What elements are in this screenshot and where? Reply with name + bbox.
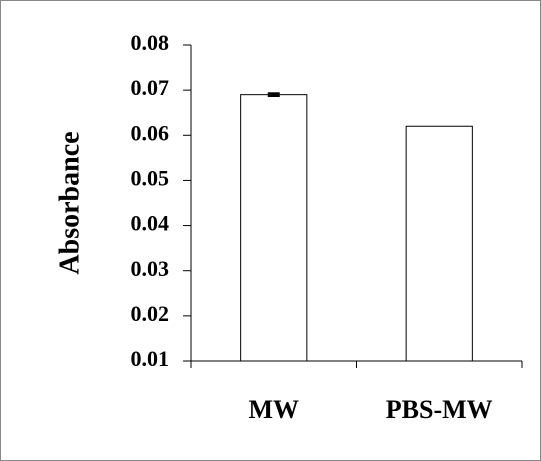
- y-tick-label: 0.02: [131, 301, 170, 326]
- y-tick-label: 0.01: [131, 346, 170, 371]
- y-tick-label: 0.04: [131, 211, 170, 236]
- x-tick-label: PBS-MW: [386, 395, 493, 424]
- y-tick-label: 0.07: [131, 75, 170, 100]
- y-tick-label: 0.05: [131, 165, 170, 190]
- y-tick-label: 0.08: [131, 30, 170, 55]
- y-axis-label: Absorbance: [54, 131, 85, 274]
- bar: [240, 94, 308, 362]
- x-tick-label: MW: [248, 395, 299, 424]
- error-bar: [267, 92, 280, 98]
- bar: [405, 125, 473, 362]
- y-tick-label: 0.06: [131, 120, 170, 145]
- y-tick-label: 0.03: [131, 256, 170, 281]
